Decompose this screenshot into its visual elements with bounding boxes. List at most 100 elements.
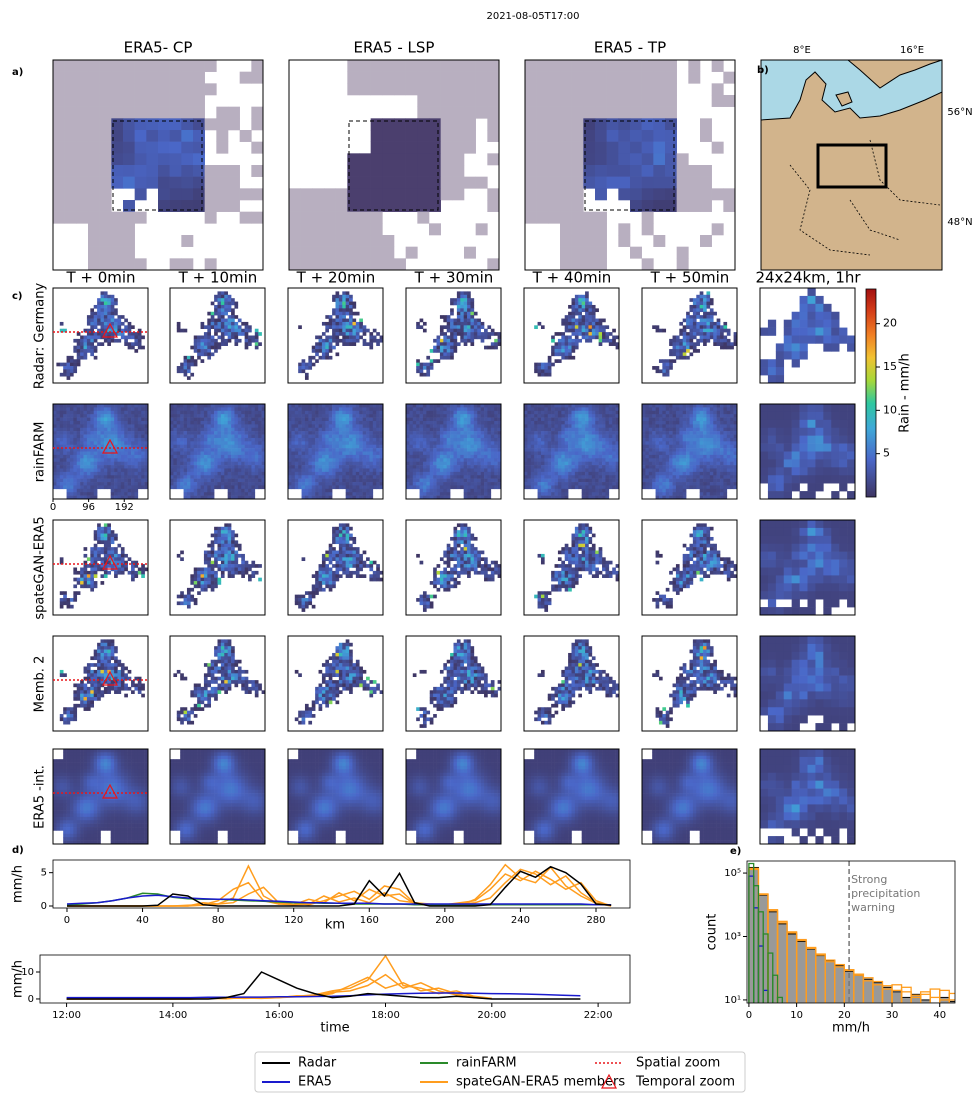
raster-cell [467,482,471,486]
raster-cell [686,312,690,316]
raster-cell [349,329,353,333]
raster-cell [470,428,474,432]
raster-cell [470,431,474,435]
raster-cell [406,465,410,469]
raster-cell [193,177,205,189]
raster-cell [406,247,418,259]
raster-cell [339,445,343,449]
raster-cell [696,305,700,309]
raster-cell [572,356,576,360]
raster-cell [201,346,205,350]
raster-cell [56,363,60,367]
raster-cell [117,431,121,435]
panel-label: c) [12,291,23,302]
raster-cell [447,329,451,333]
raster-cell [194,452,198,456]
raster-cell [70,482,74,486]
raster-cell [537,60,549,72]
raster-cell [100,107,112,119]
raster-cell [146,165,158,177]
raster-cell [447,404,451,408]
raster-cell [117,411,121,415]
raster-cell [460,315,464,319]
raster-cell [336,336,340,340]
raster-cell [369,435,373,439]
raster-cell [329,346,333,350]
raster-cell [315,489,319,493]
raster-cell [595,153,607,165]
raster-cell [248,414,252,418]
raster-cell [90,438,94,442]
raster-cell [464,298,468,302]
raster-cell [409,452,413,456]
raster-cell [170,118,182,130]
raster-cell [80,431,84,435]
raster-cell [376,411,380,415]
raster-cell [363,424,367,428]
raster-cell [224,482,228,486]
raster-cell [88,223,100,235]
raster-cell [359,72,371,84]
raster-cell [138,421,142,425]
raster-cell [437,438,441,442]
raster-cell [70,428,74,432]
raster-cell [416,462,420,466]
raster-cell [76,153,88,165]
raster-cell [382,60,394,72]
raster-cell [433,421,437,425]
raster-cell [124,468,128,472]
raster-cell [80,465,84,469]
raster-cell [180,475,184,479]
raster-cell [666,366,670,370]
raster-cell [420,404,424,408]
raster-cell [80,489,84,493]
raster-cell [484,482,488,486]
raster-cell [65,165,77,177]
raster-cell [426,438,430,442]
raster-cell [575,332,579,336]
raster-cell [170,418,174,422]
raster-cell [336,312,340,316]
raster-cell [481,428,485,432]
raster-cell [481,404,485,408]
raster-cell [170,404,174,408]
raster-cell [336,325,340,329]
raster-cell [214,479,218,483]
raster-cell [481,462,485,466]
raster-cell [204,339,208,343]
raster-cell [207,418,211,422]
raster-cell [308,414,312,418]
raster-cell [121,407,125,411]
raster-cell [312,479,316,483]
raster-cell [329,479,333,483]
raster-cell [690,352,694,356]
raster-cell [349,336,353,340]
raster-cell [221,407,225,411]
raster-cell [618,177,630,189]
raster-cell [430,452,434,456]
raster-cell [349,407,353,411]
raster-cell [224,485,228,489]
raster-cell [134,468,138,472]
raster-cell [494,472,498,476]
raster-cell [443,414,447,418]
raster-cell [595,95,607,107]
raster-cell [197,424,201,428]
raster-cell [440,435,444,439]
raster-cell [231,485,235,489]
raster-cell [104,315,108,319]
raster-cell [839,336,847,344]
raster-cell [124,462,128,466]
raster-cell [173,468,177,472]
raster-cell [595,72,607,84]
raster-cell [342,336,346,340]
raster-cell [325,424,329,428]
raster-cell [218,475,222,479]
raster-cell [470,458,474,462]
raster-cell [609,342,613,346]
raster-cell [312,212,324,224]
raster-cell [131,462,135,466]
raster-cell [706,291,710,295]
raster-cell [73,435,77,439]
raster-cell [470,315,474,319]
